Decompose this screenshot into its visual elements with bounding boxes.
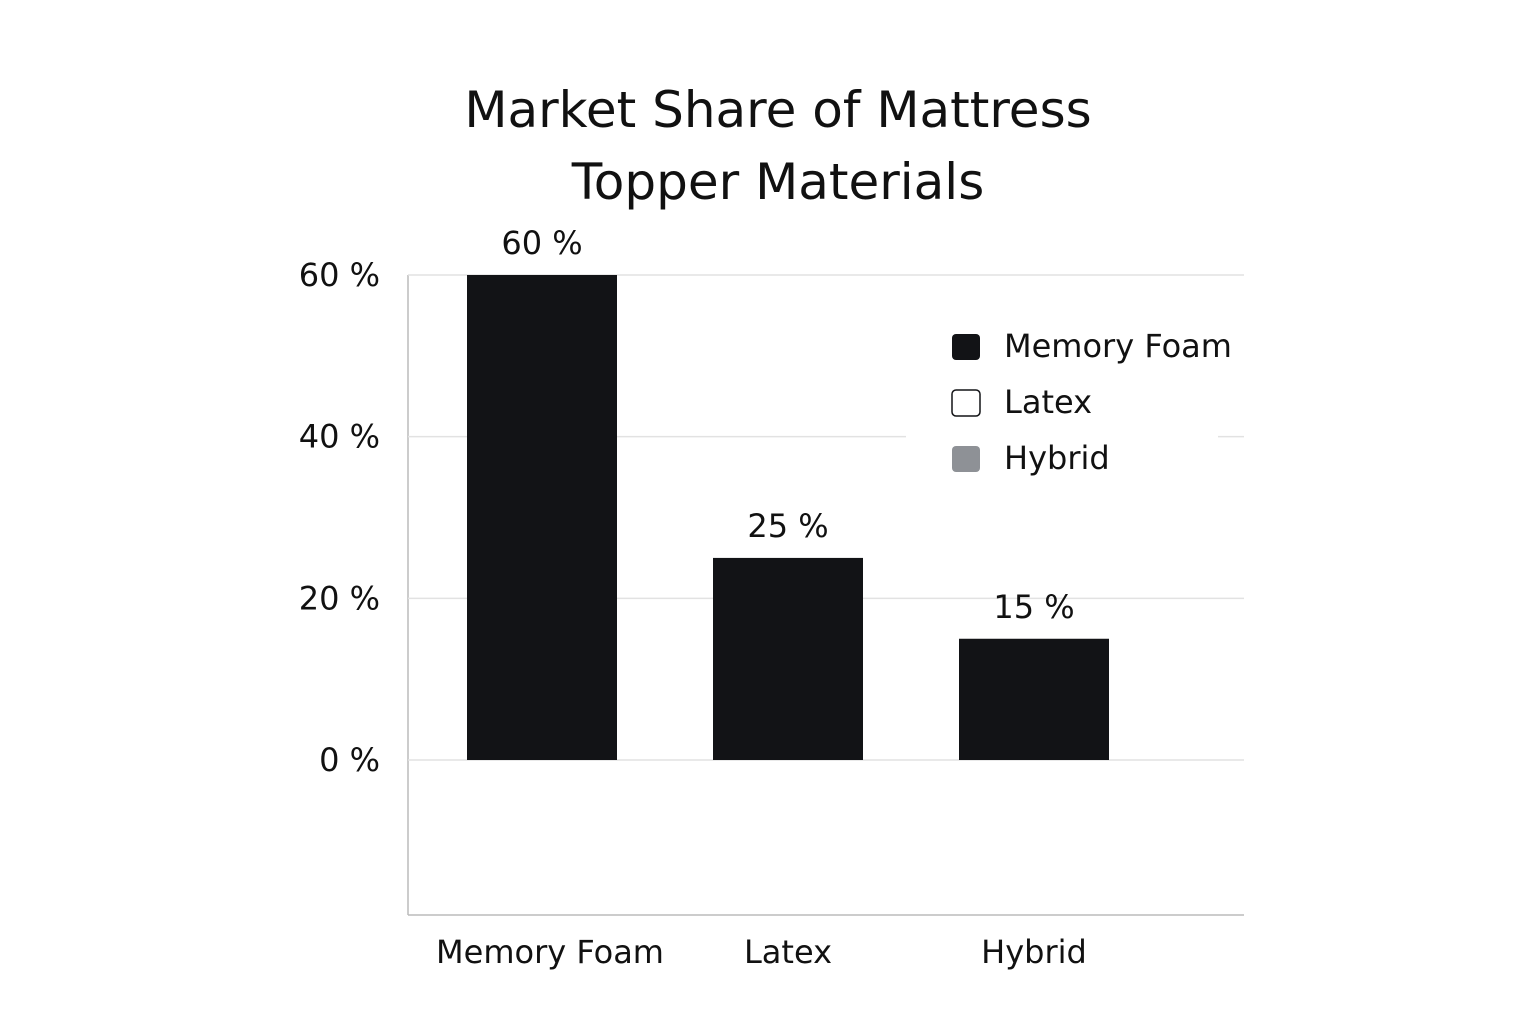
legend-label: Latex [1004, 383, 1092, 421]
legend-label: Memory Foam [1004, 327, 1232, 365]
legend-label: Hybrid [1004, 439, 1110, 477]
value-label: 15 % [993, 588, 1074, 626]
y-tick-label: 20 % [299, 579, 380, 617]
legend-swatch [951, 389, 981, 417]
bar [713, 557, 863, 760]
y-tick-label: 0 % [319, 741, 380, 779]
x-tick-label: Latex [744, 933, 832, 971]
x-tick-label: Hybrid [981, 933, 1087, 971]
y-tick-label: 60 % [299, 256, 380, 294]
y-tick-label: 40 % [299, 418, 380, 456]
value-label: 25 % [747, 507, 828, 545]
bar [467, 275, 617, 760]
bar [959, 638, 1109, 760]
legend-swatch [952, 446, 980, 472]
legend-swatch [952, 334, 980, 360]
value-label: 60 % [501, 224, 582, 262]
x-tick-label: Memory Foam [436, 933, 664, 971]
chart-title: Market Share of Mattress Topper Material… [464, 81, 1092, 211]
